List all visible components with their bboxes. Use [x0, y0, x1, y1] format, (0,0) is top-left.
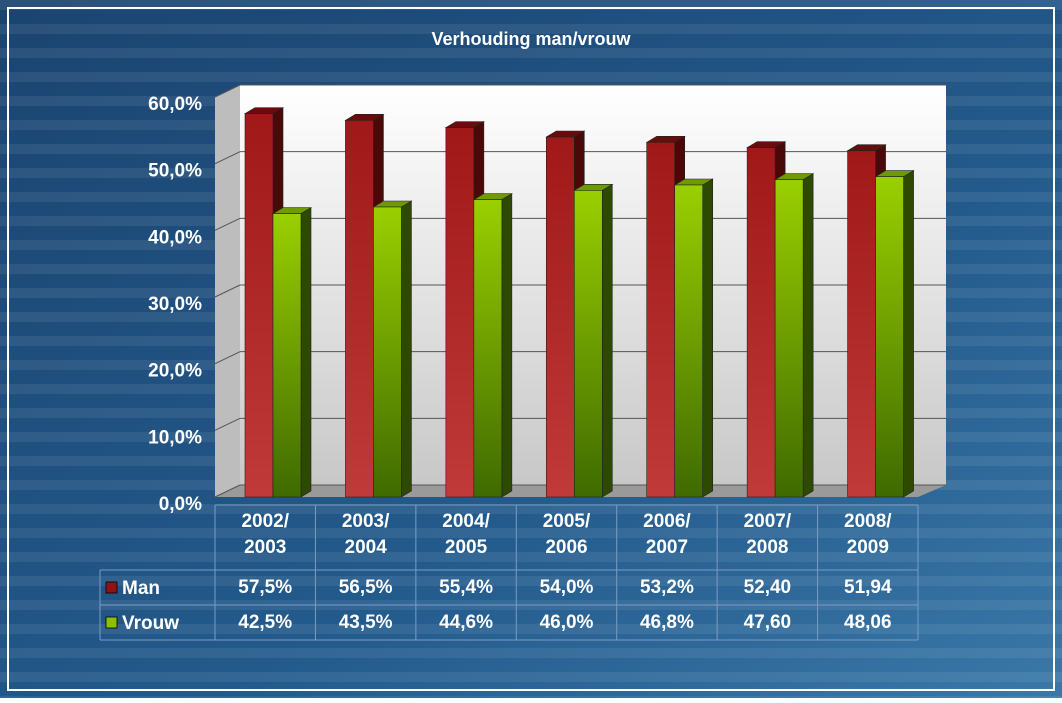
data-label: 57,5%: [238, 577, 292, 598]
data-label: 43,5%: [339, 612, 393, 633]
data-label: 47,60: [744, 612, 792, 633]
grid-line-side: [214, 284, 241, 298]
bar: [373, 206, 402, 498]
bar-side: [903, 170, 914, 498]
data-label: 51,94: [844, 577, 892, 598]
chart-title: Verhouding man/vrouw: [431, 29, 631, 49]
grid-line-side: [214, 417, 241, 431]
frame: [7, 7, 1055, 691]
bar: [545, 136, 575, 498]
data-label: 54,0%: [540, 577, 594, 598]
bar-side: [601, 183, 613, 498]
y-tick-label: 50,0%: [148, 161, 202, 182]
x-tick-label: 2008/2009: [844, 511, 892, 558]
bar: [774, 179, 804, 498]
legend-swatch: [105, 616, 118, 629]
data-label: 46,8%: [640, 612, 694, 633]
x-tick-label: 2005/2006: [543, 511, 591, 558]
x-tick-label: 2004/2005: [442, 511, 490, 558]
x-tick-label: 2007/2008: [744, 511, 792, 558]
bar: [646, 142, 676, 498]
bar-side: [300, 207, 312, 498]
grid-line-side: [214, 217, 241, 231]
grid-line-side: [214, 151, 241, 165]
bar: [244, 113, 274, 498]
legend-label: Man: [122, 578, 160, 599]
data-label: 55,4%: [439, 577, 493, 598]
grid-line-side: [214, 484, 241, 498]
y-tick-label: 20,0%: [148, 361, 202, 382]
legend-label: Vrouw: [122, 613, 179, 634]
data-label: 42,5%: [238, 612, 292, 633]
bar-side: [501, 193, 513, 498]
data-label: 44,6%: [439, 612, 493, 633]
grid-line-side: [214, 84, 241, 98]
bar: [272, 213, 302, 498]
bar: [875, 176, 904, 498]
bar: [445, 127, 475, 498]
bar: [473, 199, 503, 498]
y-tick-label: 40,0%: [148, 227, 202, 248]
legend-swatch: [105, 581, 118, 594]
bar-side: [401, 200, 412, 498]
bar: [573, 190, 603, 498]
x-tick-label: 2006/2007: [643, 511, 691, 558]
data-label: 52,40: [744, 577, 792, 598]
bar: [674, 184, 704, 498]
x-tick-label: 2002/2003: [241, 511, 289, 558]
y-tick-label: 10,0%: [148, 427, 202, 448]
y-tick-label: 60,0%: [148, 94, 202, 115]
data-label: 56,5%: [339, 577, 393, 598]
bar-side: [702, 178, 714, 498]
data-label: 48,06: [844, 612, 892, 633]
x-tick-label: 2003/2004: [342, 511, 390, 558]
grid-line-side: [214, 351, 241, 365]
y-tick-label: 30,0%: [148, 294, 202, 315]
bar: [345, 120, 374, 498]
bar: [847, 150, 876, 498]
data-label: 46,0%: [540, 612, 594, 633]
bar-side: [802, 173, 814, 498]
bar: [746, 147, 776, 498]
y-tick-label: 0,0%: [159, 494, 202, 515]
data-label: 53,2%: [640, 577, 694, 598]
